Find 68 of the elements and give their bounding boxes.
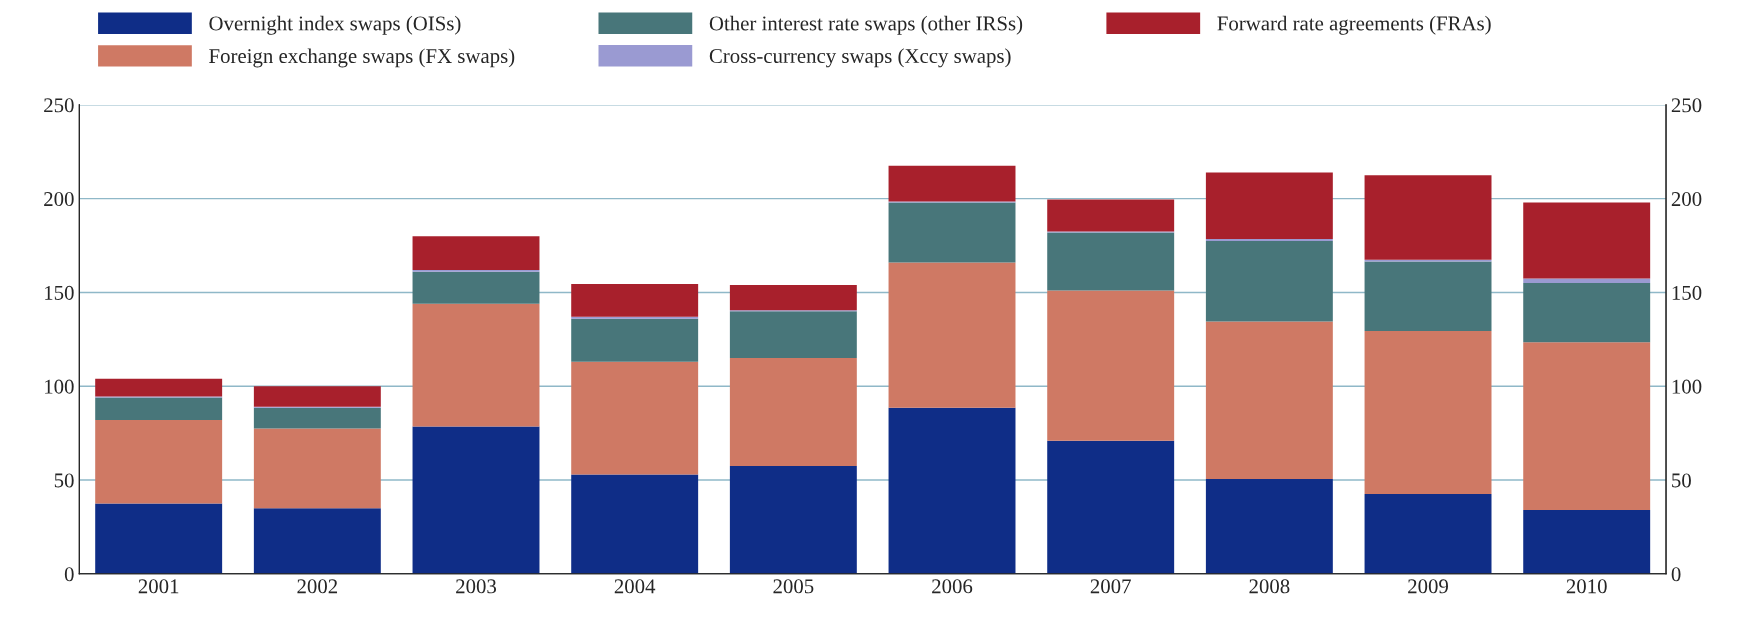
- bar: [1523, 342, 1651, 511]
- bar: [412, 236, 540, 270]
- bar: [1364, 261, 1492, 331]
- bar: [1047, 290, 1175, 441]
- bar: [253, 428, 381, 509]
- bar: [1523, 283, 1651, 343]
- legend-label: Overnight index swaps (OISs): [209, 15, 461, 35]
- x-tick-label: 2007: [1090, 579, 1131, 594]
- bar: [412, 303, 540, 427]
- y-tick-label: 50: [54, 473, 74, 488]
- bar: [1205, 240, 1333, 322]
- bar: [888, 407, 1016, 574]
- bar: [412, 271, 540, 304]
- bar: [888, 202, 1016, 263]
- legend-label: Other interest rate swaps (other IRSs): [709, 15, 1023, 35]
- bar: [729, 465, 857, 574]
- bar: [571, 361, 699, 475]
- y2-tick-label: 0: [1671, 567, 1681, 582]
- bar: [571, 318, 699, 362]
- bar: [1047, 199, 1175, 232]
- bar: [729, 358, 857, 466]
- x-tick-label: 2001: [138, 579, 179, 594]
- bar: [253, 508, 381, 574]
- x-tick-label: 2009: [1408, 579, 1449, 594]
- bar: [1364, 494, 1492, 574]
- y-tick-label: 200: [44, 192, 74, 207]
- bar: [729, 284, 857, 311]
- legend-label: Forward rate agreements (FRAs): [1217, 15, 1491, 35]
- bar: [95, 378, 223, 397]
- y-tick-label: 150: [45, 285, 74, 300]
- bar: [888, 262, 1016, 408]
- x-tick-label: 2010: [1566, 579, 1607, 594]
- y2-tick-label: 200: [1671, 192, 1702, 207]
- bar: [1364, 330, 1492, 495]
- legend-label: Cross-currency swaps (Xccy swaps): [709, 48, 1011, 68]
- x-tick-label: 2006: [932, 579, 973, 594]
- bar: [1523, 510, 1651, 574]
- bar: [95, 420, 223, 504]
- legend-label: Foreign exchange swaps (FX swaps): [209, 48, 515, 68]
- bar: [1523, 202, 1651, 279]
- bar: [1205, 479, 1333, 574]
- bar: [571, 474, 699, 574]
- x-tick-label: 2003: [456, 579, 497, 594]
- bar: [1047, 232, 1175, 291]
- bar: [1205, 321, 1333, 480]
- y-tick-label: 100: [45, 379, 74, 394]
- bar: [253, 386, 381, 407]
- y-tick-label: 0: [64, 567, 74, 582]
- x-tick-label: 2008: [1249, 579, 1290, 594]
- bar: [888, 165, 1016, 202]
- bar: [95, 397, 223, 420]
- x-tick-label: 2005: [773, 579, 814, 594]
- bar: [1523, 278, 1651, 284]
- y2-tick-label: 100: [1672, 379, 1702, 394]
- bar: [1205, 172, 1333, 239]
- bar: [95, 503, 223, 574]
- bar: [571, 284, 699, 317]
- bar: [729, 311, 857, 359]
- bar: [253, 407, 381, 429]
- x-tick-label: 2002: [297, 579, 338, 594]
- bar: [1047, 440, 1175, 574]
- y2-tick-label: 50: [1672, 473, 1691, 488]
- y2-tick-label: 250: [1671, 98, 1702, 113]
- y2-tick-label: 150: [1672, 285, 1702, 300]
- y-tick-label: 250: [44, 98, 74, 113]
- x-tick-label: 2004: [614, 579, 656, 594]
- bar: [1364, 175, 1492, 260]
- bar: [412, 426, 540, 574]
